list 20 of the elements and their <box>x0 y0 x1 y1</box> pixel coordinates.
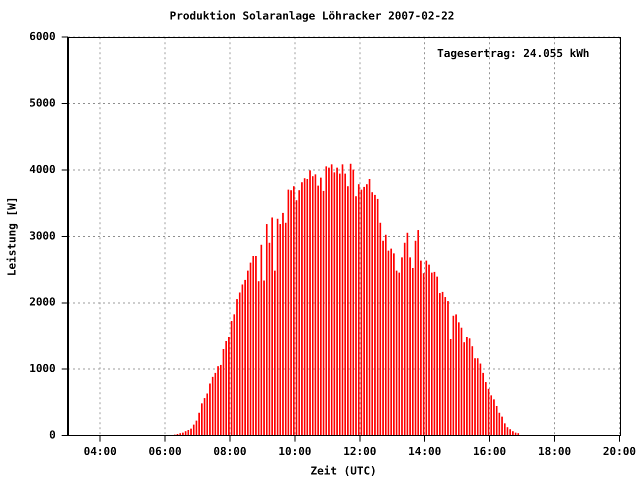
y-tick-label: 0 <box>49 428 56 442</box>
x-tick-label: 18:00 <box>538 445 572 458</box>
annotation: Tagesertrag: 24.055 kWh <box>437 47 590 60</box>
x-tick-label: 04:00 <box>84 445 117 458</box>
x-tick-label: 20:00 <box>602 445 636 458</box>
x-tick-label: 12:00 <box>343 445 376 458</box>
x-tick-label: 14:00 <box>408 445 442 458</box>
y-tick-label: 5000 <box>29 96 56 110</box>
chart-title: Produktion Solaranlage Löhracker 2007-02-22 <box>170 9 454 22</box>
y-tick-label: 1000 <box>29 362 56 376</box>
x-tick-label: 08:00 <box>213 445 247 458</box>
y-tick-label: 3000 <box>29 229 56 242</box>
y-axis-title: Leistung [W] <box>5 196 18 276</box>
x-tick-label: 10:00 <box>278 445 312 458</box>
y-tick-label: 2000 <box>29 296 56 309</box>
x-axis-title: Zeit (UTC) <box>310 464 377 478</box>
x-tick-label: 16:00 <box>473 445 506 458</box>
x-tick-label: 06:00 <box>148 445 182 458</box>
y-tick-label: 6000 <box>29 30 56 44</box>
y-tick-label: 4000 <box>29 162 56 176</box>
